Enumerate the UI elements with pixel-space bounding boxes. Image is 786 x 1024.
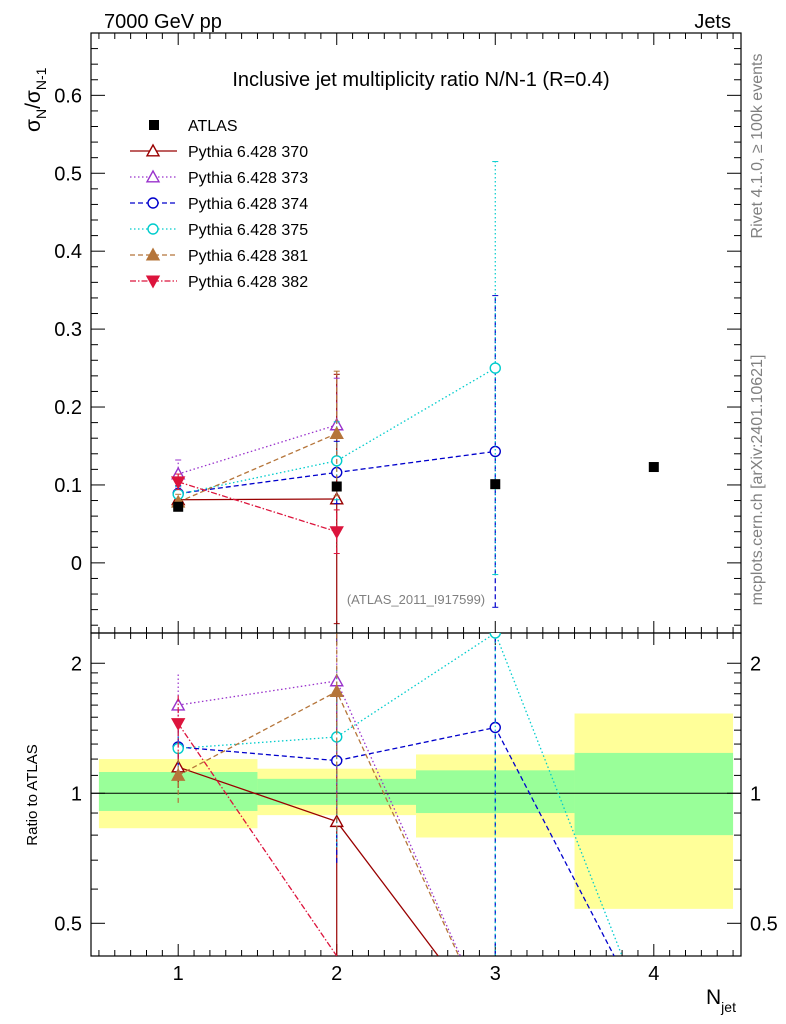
- y-label-sub-n: N: [33, 109, 49, 119]
- legend-label-2: Pythia 6.428 373: [188, 170, 308, 187]
- x-tick-label: 3: [490, 963, 501, 985]
- main-data-point: [489, 445, 501, 458]
- main-series-2: [171, 377, 344, 489]
- ratio-series-6: [171, 693, 338, 956]
- axes: 1 2 3 4 0 0.1 0.2 0.3 0.4 0.5 0.6 0.5 0.5 1 1 2 2: [54, 33, 778, 985]
- x-tick-label: 1: [173, 963, 184, 985]
- ratio-y-label: Ratio to ATLAS: [24, 744, 41, 845]
- source-label: mcplots.cern.ch [arXiv:2401.10621]: [749, 355, 766, 606]
- ratio-tick-label-left: 1: [71, 783, 82, 805]
- atlas-data-point: [648, 462, 659, 473]
- ratio-tick-label-left: 0.5: [54, 913, 82, 935]
- ratio-data-point: [171, 718, 186, 732]
- legend-marker-6: [145, 275, 161, 289]
- y-tick-label: 0.3: [54, 319, 82, 341]
- band-inner-4: [574, 752, 734, 836]
- legend-marker-1: [145, 143, 161, 157]
- ratio-tick-label-right: 2: [750, 653, 761, 675]
- atlas-data-point: [173, 501, 184, 512]
- y-tick-label: 0.6: [54, 85, 82, 107]
- y-tick-label: 0.4: [54, 241, 82, 263]
- ratio-series-1: [171, 687, 439, 956]
- ratio-data-point: [329, 684, 344, 698]
- ratio-uncertainty-bands: [98, 713, 734, 909]
- main-series-1: [171, 373, 344, 625]
- rivet-version-label: Rivet 4.1.0, ≥ 100k events: [749, 54, 766, 239]
- legend-label-1: Pythia 6.428 370: [188, 144, 308, 161]
- main-series-layer: [171, 161, 659, 625]
- chart-title: Inclusive jet multiplicity ratio N/N-1 (…: [232, 69, 609, 91]
- main-series-5: [171, 370, 344, 511]
- y-label-sigma: σ: [22, 119, 45, 132]
- ratio-tick-label-right: 1: [750, 783, 761, 805]
- x-label-sub: jet: [720, 999, 736, 1015]
- legend-label-3: Pythia 6.428 374: [188, 196, 308, 213]
- x-axis-label: Njet: [706, 986, 736, 1015]
- legend-marker-3: [147, 197, 159, 209]
- x-label-main: N: [706, 986, 721, 1009]
- ratio-series-layer: [171, 633, 623, 956]
- main-data-point: [489, 362, 501, 374]
- atlas-data-point: [331, 481, 342, 492]
- ratio-series-line: [178, 726, 615, 956]
- main-series-line: [178, 367, 496, 495]
- main-series-line: [178, 424, 337, 475]
- y-tick-label: 0.1: [54, 475, 82, 497]
- main-series-6: [171, 473, 344, 555]
- legend-marker-2: [145, 169, 161, 183]
- main-series-line: [178, 481, 337, 533]
- ratio-tick-label-right: 0.5: [750, 913, 778, 935]
- main-data-point: [171, 476, 186, 490]
- x-tick-label: 2: [331, 963, 342, 985]
- legend-label-4: Pythia 6.428 375: [188, 222, 308, 239]
- legend-marker-4: [147, 223, 159, 235]
- main-series-line: [178, 498, 337, 501]
- header-energy: 7000 GeV pp: [104, 11, 222, 33]
- main-data-point: [329, 426, 344, 440]
- ratio-data-point: [489, 633, 501, 639]
- svg-text:σN/σN-1: σN/σN-1: [22, 67, 49, 132]
- y-tick-label: 0: [71, 553, 82, 575]
- main-data-point: [329, 526, 344, 540]
- legend-label-atlas: ATLAS: [188, 118, 238, 135]
- y-tick-label: 0.5: [54, 163, 82, 185]
- legend-marker-5: [145, 247, 161, 261]
- atlas-data-point: [490, 479, 501, 490]
- y-axis-label: σN/σN-1: [22, 67, 49, 132]
- y-label-sub-n-1: N-1: [33, 67, 49, 90]
- legend: ATLAS Pythia 6.428 370 Pythia 6.428 373 Pyt…: [130, 118, 308, 291]
- y-tick-label: 0.2: [54, 397, 82, 419]
- x-tick-label: 4: [648, 963, 659, 985]
- analysis-label: (ATLAS_2011_I917599): [347, 592, 485, 607]
- ratio-tick-label-left: 2: [71, 653, 82, 675]
- main-series-line: [178, 450, 496, 495]
- legend-label-5: Pythia 6.428 381: [188, 248, 308, 265]
- legend-marker-atlas: [149, 120, 159, 130]
- ratio-series-line: [177, 723, 338, 956]
- ratio-data-point: [171, 767, 186, 781]
- legend-label-6: Pythia 6.428 382: [188, 274, 308, 291]
- ratio-series-5: [171, 633, 460, 956]
- main-series-line: [177, 432, 337, 503]
- atlas-data-series: [173, 462, 659, 512]
- y-label-sep: /σ: [22, 90, 45, 109]
- header-jets: Jets: [694, 11, 731, 33]
